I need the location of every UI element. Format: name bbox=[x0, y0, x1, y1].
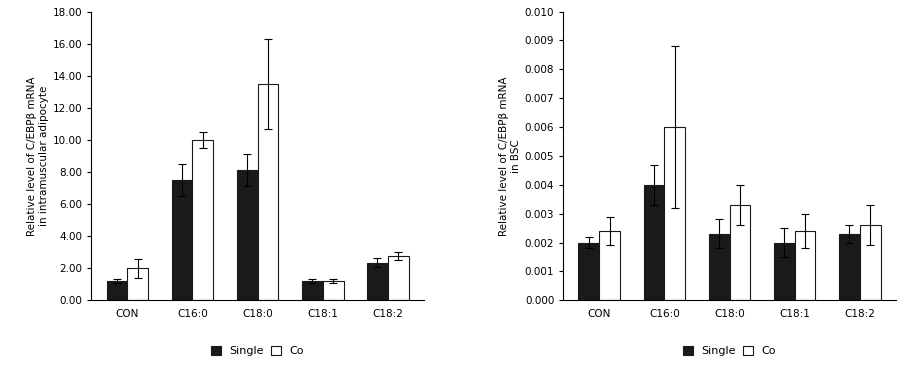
Bar bbox=[367, 263, 388, 300]
Bar bbox=[708, 234, 729, 300]
Bar bbox=[258, 84, 279, 300]
Legend: Single, Co: Single, Co bbox=[681, 343, 779, 358]
Bar bbox=[388, 256, 409, 300]
Bar bbox=[839, 234, 860, 300]
Bar bbox=[193, 140, 213, 300]
Bar bbox=[643, 185, 664, 300]
Legend: Single, Co: Single, Co bbox=[208, 343, 306, 358]
Y-axis label: Relative level of C/EBPβ mRNA
in BSC: Relative level of C/EBPβ mRNA in BSC bbox=[499, 76, 521, 236]
Bar bbox=[107, 281, 127, 300]
Bar bbox=[237, 171, 258, 300]
Bar bbox=[774, 243, 794, 300]
Bar bbox=[794, 231, 815, 300]
Y-axis label: Relative level of C/EBPβ mRNA
in intramuscular adipocyte: Relative level of C/EBPβ mRNA in intramu… bbox=[27, 76, 48, 236]
Bar bbox=[323, 281, 344, 300]
Bar bbox=[127, 268, 148, 300]
Bar bbox=[729, 205, 750, 300]
Bar bbox=[664, 127, 686, 300]
Bar bbox=[172, 180, 193, 300]
Bar bbox=[860, 225, 880, 300]
Bar bbox=[302, 281, 323, 300]
Bar bbox=[579, 243, 600, 300]
Bar bbox=[600, 231, 620, 300]
